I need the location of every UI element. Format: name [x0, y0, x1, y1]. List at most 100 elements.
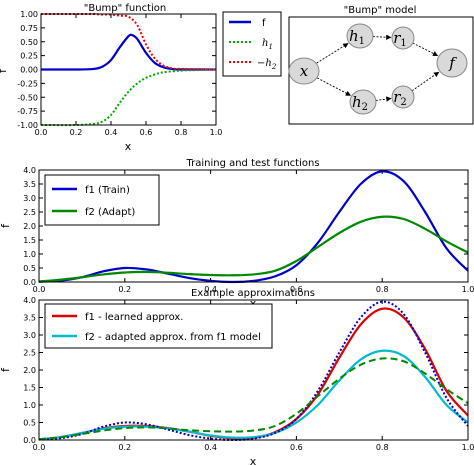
y-tick-label: 0.0 — [23, 278, 36, 287]
y-tick-label: 2.5 — [23, 208, 36, 217]
series-line — [40, 33, 217, 71]
series-line — [38, 170, 469, 284]
x-tick-label: 1.0 — [462, 285, 474, 294]
training-panel: Training and test functions 0.0 0.2 0.4 0.6… — [0, 158, 474, 310]
approx-legend-frame — [44, 303, 273, 349]
y-tick-label: 3.5 — [23, 314, 36, 323]
approx-legend: f1 - learned approx. f2 - adapted approx… — [44, 303, 273, 349]
legend-label-h1: h1 — [262, 38, 273, 51]
bump-function-ylabel: f — [0, 68, 9, 73]
x-tick-label: 0.8 — [376, 443, 389, 452]
y-tick-label: 3.0 — [23, 331, 36, 340]
y-tick-label: 0.75 — [20, 24, 38, 33]
approx-legend-label-f1: f1 - learned approx. — [85, 312, 183, 323]
x-tick-label: 1.0 — [210, 128, 223, 137]
diagram-node-label-x: x — [300, 62, 309, 80]
approx-ticks: 0.0 0.2 0.4 0.6 0.8 1.0 0.0 0.5 1.0 1.5 2.0 2.5 3.0 3… — [23, 296, 474, 452]
training-title: Training and test functions — [185, 158, 319, 169]
y-tick-label: 0.00 — [20, 66, 38, 75]
series-line — [38, 215, 469, 283]
x-tick-label: 0.2 — [118, 285, 131, 294]
y-tick-label: 0.50 — [20, 38, 38, 47]
x-tick-label: 0.4 — [105, 128, 118, 137]
bump-function-ticks: 0.0 0.2 0.4 0.6 0.8 1.0 -1.00 -0.75 -0.50 -0.25 0.… — [17, 10, 222, 137]
approx-legend-label-f2: f2 - adapted approx. from f1 model — [85, 332, 261, 343]
diagram-node-label-f: f — [448, 54, 457, 72]
diagram-node-r1 — [391, 26, 415, 50]
training-axes — [38, 169, 469, 283]
x-tick-label: 0.4 — [204, 285, 217, 294]
y-tick-label: -1.00 — [17, 121, 38, 130]
series-line — [38, 300, 469, 442]
approx-series — [38, 300, 469, 442]
approx-ylabel: f — [0, 367, 12, 372]
diagram-edge — [317, 77, 352, 96]
diagram-edge — [316, 43, 349, 64]
approx-panel: Example approximations 0.0 0.2 0.4 0.6 0.8 1.… — [0, 288, 474, 466]
approx-title: Example approximations — [191, 288, 315, 299]
x-tick-label: 0.0 — [33, 443, 46, 452]
diagram-node-label-r2: r2 — [393, 88, 407, 108]
y-tick-label: 3.5 — [23, 180, 36, 189]
x-tick-label: 0.0 — [35, 128, 48, 137]
x-tick-label: 0.6 — [140, 128, 153, 137]
diagram-edge — [375, 96, 392, 102]
bump-function-axes — [40, 13, 217, 126]
bump-function-panel: "Bump" function 0.0 0.2 0.4 0.6 0.8 1.0 -1.00 -… — [0, 3, 222, 153]
y-tick-label: 0.5 — [23, 419, 36, 428]
diagram-edge — [411, 71, 440, 92]
diagram-node-h1 — [346, 23, 374, 49]
x-tick-label: 0.2 — [70, 128, 83, 137]
series-line — [40, 68, 217, 127]
training-ylabel: f — [0, 223, 12, 228]
approx-axes — [38, 299, 469, 441]
series-line — [38, 357, 469, 441]
x-tick-label: 0.4 — [204, 443, 217, 452]
series-line — [41, 12, 217, 71]
x-tick-label: 0.6 — [290, 443, 303, 452]
diagram-edge — [372, 34, 392, 40]
y-tick-label: 4.0 — [23, 296, 36, 305]
y-tick-label: 1.0 — [23, 250, 36, 259]
training-legend-label-f2: f2 (Adapt) — [85, 207, 135, 218]
series-line — [38, 349, 469, 441]
y-tick-label: 1.5 — [23, 384, 36, 393]
diagram-node-h2 — [349, 89, 377, 115]
y-tick-label: 0.0 — [23, 436, 36, 445]
training-legend-label-f1: f1 (Train) — [85, 185, 130, 196]
diagram-node-label-h1: h1 — [349, 27, 365, 47]
y-tick-label: 2.5 — [23, 349, 36, 358]
y-tick-label: 0.25 — [20, 52, 38, 61]
x-tick-label: 0.2 — [118, 443, 131, 452]
y-tick-label: 1.5 — [23, 236, 36, 245]
legend-label-f: f — [262, 18, 266, 29]
x-tick-label: 0.8 — [376, 285, 389, 294]
y-tick-label: 2.0 — [23, 366, 36, 375]
y-tick-label: 2.0 — [23, 222, 36, 231]
training-legend-frame — [44, 174, 160, 226]
diagram-edges — [316, 34, 440, 102]
diagram-edge — [412, 42, 439, 57]
y-tick-label: 1.00 — [20, 10, 38, 19]
bump-model-diagram: "Bump" model x h1 r1 h2 r2 f — [288, 5, 474, 125]
legend-label-h2: −h2 — [257, 58, 277, 71]
diagram-nodes: x h1 r1 h2 r2 f — [288, 23, 468, 115]
diagram-node-r2 — [391, 85, 415, 109]
bump-model-title: "Bump" model — [344, 5, 417, 16]
x-tick-label: 0.8 — [175, 128, 188, 137]
training-series — [38, 170, 469, 284]
diagram-node-x — [288, 57, 320, 85]
y-tick-label: -0.50 — [17, 93, 38, 102]
y-tick-label: 1.0 — [23, 401, 36, 410]
diagram-node-label-h2: h2 — [352, 93, 368, 113]
bump-function-series — [40, 12, 217, 127]
bump-function-legend: f h1 −h2 — [222, 11, 282, 77]
bump-function-xlabel: x — [125, 140, 132, 153]
x-tick-label: 0.0 — [33, 285, 46, 294]
training-legend: f1 (Train) f2 (Adapt) — [44, 174, 160, 226]
y-tick-label: -0.25 — [17, 79, 38, 88]
diagram-node-f — [436, 48, 468, 78]
y-tick-label: 3.0 — [23, 194, 36, 203]
y-tick-label: -0.75 — [17, 107, 38, 116]
